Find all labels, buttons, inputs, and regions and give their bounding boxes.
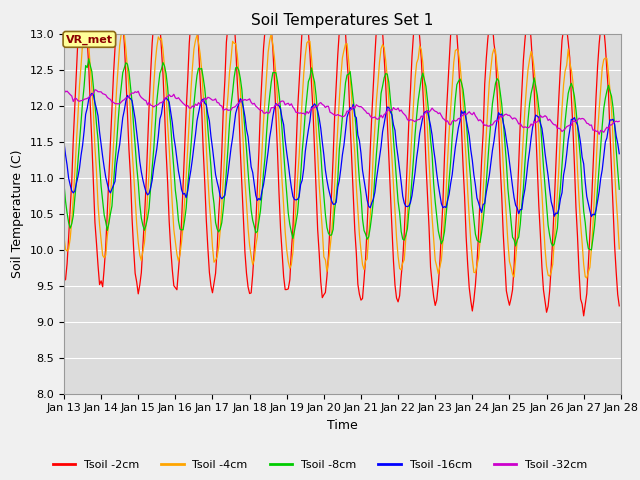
- X-axis label: Time: Time: [327, 419, 358, 432]
- Legend: Tsoil -2cm, Tsoil -4cm, Tsoil -8cm, Tsoil -16cm, Tsoil -32cm: Tsoil -2cm, Tsoil -4cm, Tsoil -8cm, Tsoi…: [48, 456, 592, 474]
- Title: Soil Temperatures Set 1: Soil Temperatures Set 1: [252, 13, 433, 28]
- Text: VR_met: VR_met: [66, 34, 113, 45]
- Y-axis label: Soil Temperature (C): Soil Temperature (C): [11, 149, 24, 278]
